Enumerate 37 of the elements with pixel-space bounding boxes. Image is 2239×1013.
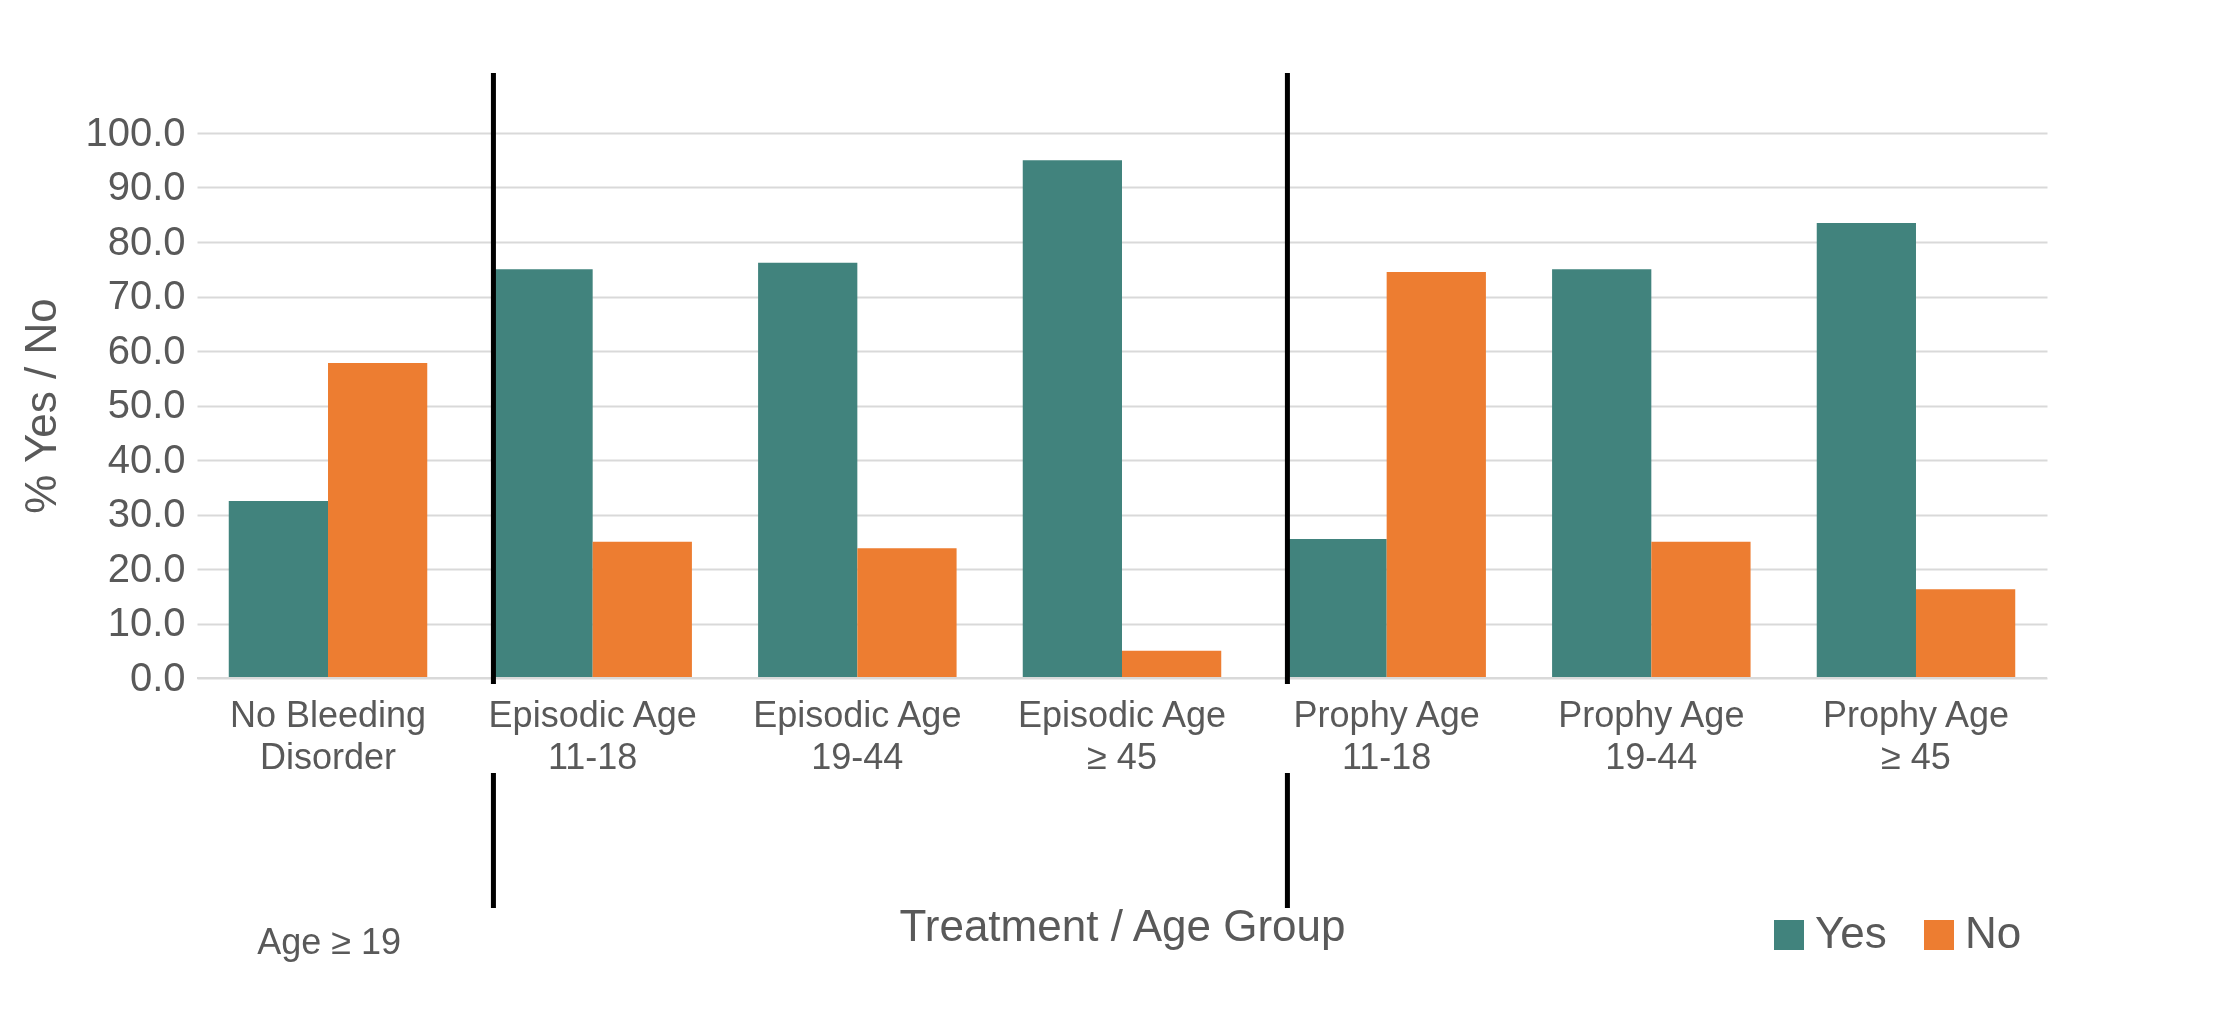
y-tick-label: 40.0: [107, 436, 186, 481]
x-tick-label: Episodic Age 19-44: [753, 693, 962, 777]
x-tick-label: Prophy Age 11-18: [1293, 693, 1480, 777]
y-tick-label: 0.0: [129, 654, 186, 699]
bar: [493, 269, 593, 678]
y-tick-label: 70.0: [107, 273, 186, 317]
x-tick-label: No Bleeding Disorder: [229, 693, 427, 777]
bar: [1287, 539, 1387, 678]
bar: [328, 362, 428, 678]
text: Age ≥ 19: [257, 921, 402, 962]
y-tick-label: 20.0: [107, 545, 186, 590]
y-axis-title: % Yes / No: [16, 298, 66, 514]
y-tick-label: 90.0: [107, 164, 186, 208]
bar: [1816, 222, 1916, 678]
bar: [1915, 589, 2016, 678]
bar: [228, 500, 329, 678]
bar: [758, 262, 858, 678]
x-axis-title: Treatment / Age Group: [899, 900, 1346, 950]
y-tick-label: 100.0: [85, 109, 186, 154]
bar: [857, 548, 957, 678]
x-tick-label: Episodic Age 11-18: [488, 693, 697, 777]
y-tick-label: 60.0: [107, 327, 186, 372]
legend-label: Yes: [1815, 908, 1887, 957]
x-tick-label: Prophy Age 19-44: [1558, 693, 1745, 777]
y-tick-label: 10.0: [107, 600, 186, 644]
bar: [1122, 650, 1222, 678]
y-tick-label: 50.0: [107, 382, 186, 426]
x-tick-label: Prophy Age ≥ 45: [1822, 693, 2010, 777]
x-tick-label: Episodic Age ≥ 45: [1017, 693, 1227, 777]
legend-label: No: [1965, 908, 2022, 957]
y-tick-label: 30.0: [107, 491, 186, 535]
bar: [1022, 160, 1122, 678]
bar: [1552, 269, 1652, 678]
bar: [1651, 541, 1751, 678]
bar: [1386, 271, 1486, 678]
bar: [592, 541, 692, 678]
y-tick-label: 80.0: [107, 218, 186, 263]
